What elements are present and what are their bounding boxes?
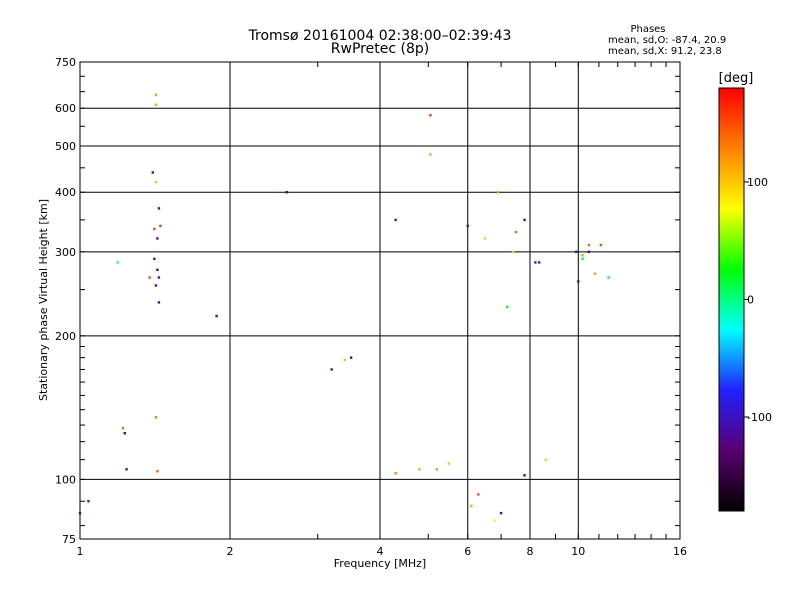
data-point	[429, 153, 432, 156]
data-point	[429, 114, 432, 117]
x-tick-label: 6	[464, 545, 471, 558]
y-axis-label: Stationary phase Virtual Height [km]	[37, 199, 50, 401]
x-tick-label: 8	[527, 545, 534, 558]
data-point	[599, 243, 603, 247]
y-tick-label: 400	[55, 186, 76, 199]
data-point	[534, 261, 537, 264]
data-point	[394, 472, 397, 475]
data-point	[215, 314, 218, 318]
data-point	[154, 180, 158, 184]
data-point	[125, 468, 128, 471]
data-point	[157, 301, 161, 304]
y-tick-label: 200	[55, 330, 76, 343]
x-tick-label: 16	[673, 545, 687, 558]
colorbar-tick-label: 100	[747, 176, 768, 189]
data-point	[505, 305, 509, 309]
chart-title: Tromsø 20161004 02:38:00–02:39:43	[248, 28, 512, 44]
data-point	[577, 280, 580, 283]
data-point	[154, 416, 158, 419]
data-point	[343, 358, 347, 362]
data-point	[574, 250, 578, 254]
colorbar-ramp	[718, 87, 745, 512]
data-point	[148, 276, 151, 279]
data-point	[511, 250, 515, 254]
data-point	[156, 268, 159, 272]
data-point	[159, 224, 162, 228]
data-point	[87, 500, 90, 503]
data-point	[435, 468, 438, 471]
legend-line-x: mean, sd,X: 91.2, 23.8	[608, 46, 722, 57]
colorbar: 100 0 -100	[718, 87, 772, 512]
legend-heading: Phases	[630, 24, 665, 35]
y-tick-label: 500	[55, 140, 76, 153]
data-point	[587, 250, 591, 254]
data-point	[156, 470, 159, 473]
data-point	[418, 468, 421, 471]
data-point	[514, 230, 518, 234]
data-point	[496, 191, 500, 194]
data-point	[151, 171, 155, 174]
x-tick-label: 2	[227, 545, 234, 558]
data-point	[154, 103, 158, 107]
colorbar-tick-label: -100	[747, 411, 772, 424]
x-tick-label: 1	[77, 545, 84, 558]
data-point	[156, 237, 159, 240]
data-point	[78, 511, 82, 515]
x-tick-label: 10	[571, 545, 585, 558]
x-axis-label: Frequency [MHz]	[334, 557, 426, 570]
y-tick-label: 75	[62, 533, 76, 546]
data-point	[593, 272, 597, 275]
data-point	[153, 257, 156, 261]
data-point	[157, 207, 161, 210]
data-point	[466, 224, 469, 228]
data-point	[544, 458, 547, 461]
x-tick-label: 4	[377, 545, 384, 558]
colorbar-tick-label: 0	[747, 294, 754, 307]
y-tick-label: 300	[55, 246, 76, 259]
chart-subtitle: RwPretec (8p)	[331, 41, 429, 57]
data-point	[121, 427, 125, 430]
data-point	[477, 493, 480, 496]
plot-area: 1 2 4 6 8 10 16 75 100 200 300 400 500 600 750	[55, 56, 687, 558]
data-point	[581, 257, 584, 261]
data-point	[523, 218, 526, 222]
data-point	[581, 254, 584, 257]
data-point	[157, 276, 161, 279]
data-point	[447, 462, 451, 465]
legend-line-o: mean, sd,O: -87.4, 20.9	[608, 35, 726, 46]
data-point	[499, 511, 503, 515]
data-point	[394, 218, 397, 222]
y-tick-label: 100	[55, 473, 76, 486]
data-point	[153, 227, 156, 231]
data-point	[538, 261, 541, 264]
data-point	[154, 284, 158, 287]
data-point	[483, 237, 487, 240]
data-point	[607, 276, 610, 279]
colorbar-label: [deg]	[719, 71, 754, 86]
data-point	[493, 519, 497, 522]
data-point	[523, 474, 526, 477]
data-point	[330, 368, 333, 371]
data-point	[349, 356, 353, 359]
data-point	[587, 243, 591, 247]
y-tick-label: 600	[55, 102, 76, 115]
y-tick-label: 750	[55, 56, 76, 69]
data-point	[154, 93, 158, 97]
data-point	[285, 191, 288, 194]
data-point	[123, 431, 126, 435]
data-point	[470, 504, 473, 508]
data-point	[116, 261, 119, 264]
